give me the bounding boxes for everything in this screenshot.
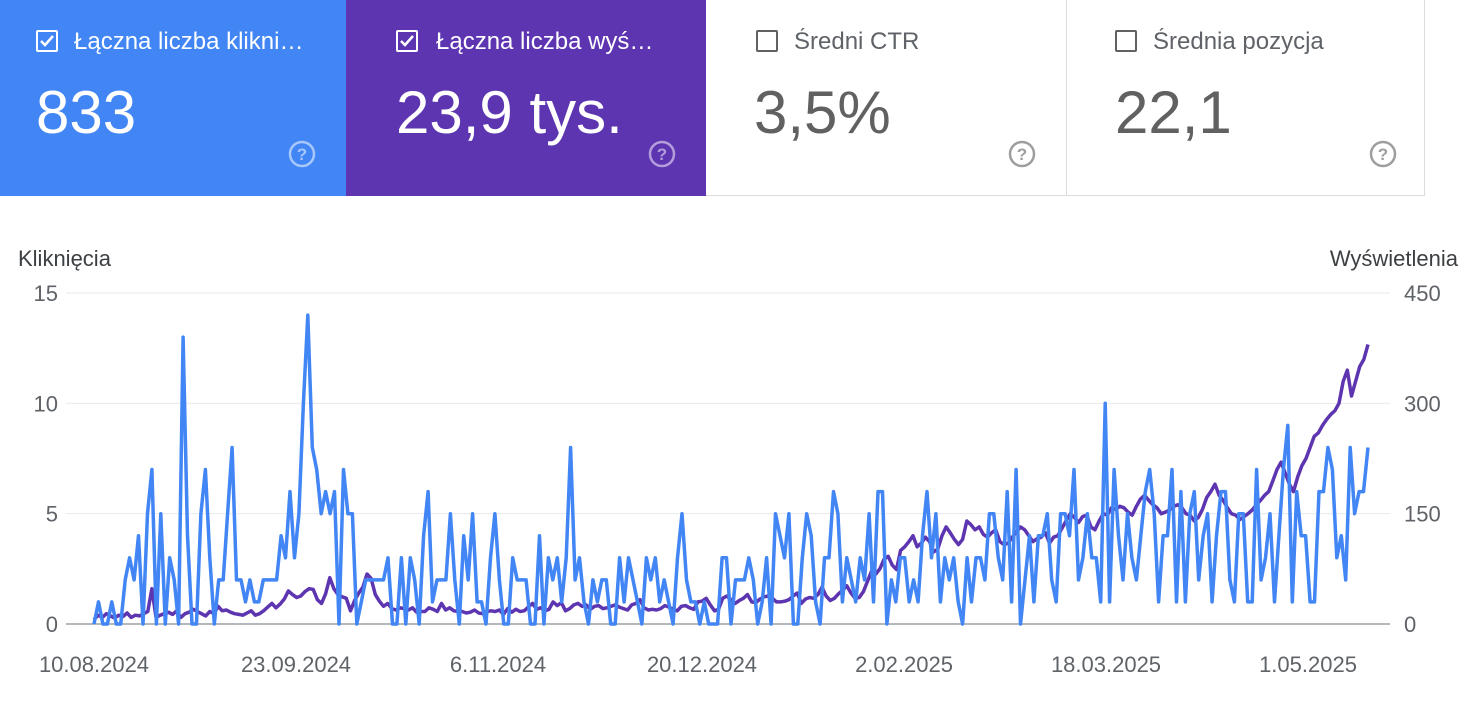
x-tick-label: 20.12.2024 (647, 652, 757, 677)
help-circle-icon[interactable]: ? (1369, 140, 1397, 168)
metric-value: 833 (36, 79, 137, 146)
right-tick-label: 300 (1404, 391, 1441, 416)
metric-card-impressions[interactable]: Łączna liczba wyświetleń 23,9 tys. ? (346, 0, 706, 196)
x-tick-labels: 10.08.2024 23.09.2024 6.11.2024 20.12.2024 2… (39, 652, 1357, 677)
x-tick-label: 2.02.2025 (855, 652, 953, 677)
x-tick-label: 23.09.2024 (241, 652, 351, 677)
svg-text:?: ? (297, 145, 307, 164)
left-tick-label: 0 (46, 612, 58, 637)
left-tick-label: 5 (46, 502, 58, 527)
metric-label: Średni CTR (794, 28, 920, 55)
right-tick-label: 150 (1404, 502, 1441, 527)
metric-card-clicks[interactable]: Łączna liczba kliknięć 833 ? (0, 0, 360, 196)
left-tick-label: 10 (34, 391, 58, 416)
metric-value: 3,5% (754, 79, 891, 146)
svg-text:?: ? (1378, 145, 1388, 164)
left-tick-label: 15 (34, 281, 58, 306)
ctr-checkbox[interactable] (756, 30, 778, 52)
x-tick-label: 1.05.2025 (1259, 652, 1357, 677)
right-tick-label: 0 (1404, 612, 1416, 637)
check-icon (40, 35, 54, 47)
metric-value: 22,1 (1115, 79, 1232, 146)
clicks-series-line (92, 313, 1370, 626)
check-icon (400, 35, 414, 47)
gridlines (66, 292, 1390, 625)
metric-card-ctr[interactable]: Średni CTR 3,5% ? (706, 0, 1066, 196)
x-tick-label: 6.11.2024 (450, 652, 546, 677)
performance-chart: Kliknięcia Wyświetlenia 0 5 10 15 0 150 300 45… (18, 246, 1459, 677)
metric-label: Średnia pozycja (1153, 28, 1324, 55)
help-circle-icon[interactable]: ? (288, 140, 316, 168)
right-tick-label: 450 (1404, 281, 1441, 306)
clicks-checkbox[interactable] (36, 30, 58, 52)
right-axis-title: Wyświetlenia (1330, 246, 1459, 271)
series-lines (92, 313, 1370, 626)
x-tick-label: 18.03.2025 (1051, 652, 1161, 677)
x-tick-label: 10.08.2024 (39, 652, 149, 677)
svg-text:?: ? (657, 145, 667, 164)
metric-label: Łączna liczba wyświetleń (436, 28, 656, 55)
metric-cards: Łączna liczba kliknięć 833 ? Łączna licz… (0, 0, 1476, 196)
left-tick-labels: 0 5 10 15 (34, 281, 58, 637)
help-circle-icon[interactable]: ? (1008, 140, 1036, 168)
position-checkbox[interactable] (1115, 30, 1137, 52)
metric-label: Łączna liczba kliknięć (74, 28, 304, 55)
svg-text:?: ? (1017, 145, 1027, 164)
metric-value: 23,9 tys. (396, 79, 623, 146)
right-tick-labels: 0 150 300 450 (1404, 281, 1441, 637)
help-circle-icon[interactable]: ? (648, 140, 676, 168)
metric-card-position[interactable]: Średnia pozycja 22,1 ? (1066, 0, 1425, 196)
left-axis-title: Kliknięcia (18, 246, 112, 271)
impressions-checkbox[interactable] (396, 30, 418, 52)
